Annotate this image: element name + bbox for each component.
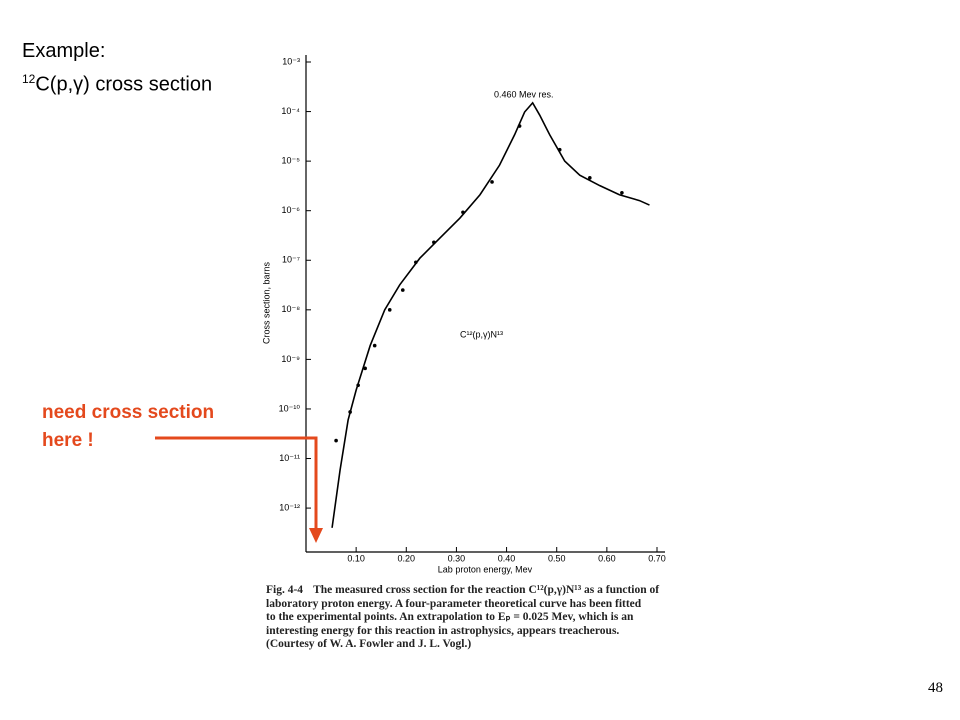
caption-label: Fig. 4-4: [266, 584, 304, 596]
data-point: [372, 343, 377, 348]
x-tick-label: 0.60: [598, 553, 616, 563]
y-tick-label: 10⁻⁶: [282, 205, 301, 215]
annotation: 0.460 Mev res.: [494, 89, 554, 99]
data-point: [363, 366, 367, 371]
x-tick-label: 0.30: [448, 553, 466, 563]
y-tick-label: 10⁻¹¹: [279, 453, 300, 463]
y-tick-label: 10⁻⁵: [282, 156, 301, 166]
fit-curve: [331, 101, 650, 528]
caption: Fig. 4-4 The measured cross section for t…: [266, 584, 659, 652]
caption-text: laboratory proton energy. A four-paramet…: [266, 597, 642, 610]
data-point: [356, 383, 360, 388]
data-point: [432, 240, 436, 245]
data-point: [588, 176, 592, 180]
caption-line: to the experimental points. An extrapola…: [266, 611, 659, 625]
caption-text: (Courtesy of W. A. Fowler and J. L. Vogl…: [266, 638, 472, 650]
caption-line: Fig. 4-4 The measured cross section for t…: [266, 584, 659, 598]
data-point: [517, 124, 522, 128]
page-number: 48: [928, 680, 943, 696]
note: need cross section: [42, 402, 215, 423]
arrow: [155, 436, 318, 530]
data-point: [490, 180, 494, 184]
y-tick-label: 10⁻⁹: [281, 354, 300, 364]
caption-line: laboratory proton energy. A four-paramet…: [266, 598, 659, 612]
data-point: [461, 210, 465, 215]
x-tick-label: 0.70: [648, 553, 666, 563]
y-tick-label: 10⁻³: [282, 56, 300, 66]
data-point: [557, 147, 562, 152]
y-axis-label: Cross section, barns: [261, 261, 271, 344]
note: here !: [42, 430, 94, 451]
data-point: [620, 190, 624, 195]
slide-title: Example:: [22, 40, 106, 62]
data-point: [334, 438, 338, 443]
data-point: [400, 288, 405, 292]
caption-line: (Courtesy of W. A. Fowler and J. L. Vogl…: [266, 638, 659, 652]
x-axis-label: Lab proton energy, Mev: [438, 564, 533, 574]
x-tick-label: 0.40: [498, 553, 516, 563]
caption-text: The measured cross section for the react…: [313, 584, 660, 596]
x-tick-label: 0.10: [347, 553, 365, 563]
y-tick-label: 10⁻¹⁰: [279, 403, 301, 413]
x-tick-label: 0.20: [398, 553, 416, 563]
caption-text: to the experimental points. An extrapola…: [266, 611, 634, 623]
superscript: 12: [22, 72, 36, 86]
y-tick-label: 10⁻⁸: [281, 304, 300, 314]
data-point: [414, 260, 418, 265]
caption-text: interesting energy for this reaction in …: [266, 624, 620, 637]
caption-line: interesting energy for this reaction in …: [266, 625, 659, 639]
data-point: [348, 410, 352, 414]
y-tick-label: 10⁻⁷: [282, 255, 300, 265]
data-point: [387, 308, 392, 312]
slide-subtitle: C(p,γ) cross section: [35, 73, 213, 96]
slide-subtitle-line: 12C(p,γ) cross section: [22, 72, 212, 97]
annotation: C¹²(p,γ)N¹³: [460, 329, 503, 339]
arrow-head: [309, 528, 323, 543]
x-tick-label: 0.50: [548, 553, 566, 563]
y-tick-label: 10⁻¹²: [279, 502, 300, 512]
y-tick-label: 10⁻⁴: [281, 106, 300, 116]
